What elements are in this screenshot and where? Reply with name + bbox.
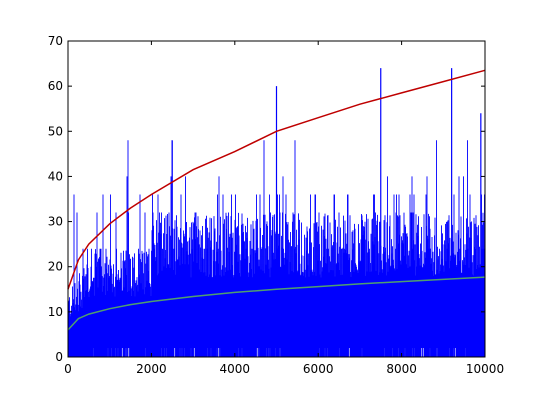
y-tick-label: 70: [48, 34, 63, 48]
y-tick-label: 40: [48, 169, 63, 183]
x-tick-label: 4000: [220, 362, 251, 376]
x-tick-label: 8000: [386, 362, 417, 376]
y-tick-label: 60: [48, 79, 63, 93]
x-tick-label: 0: [64, 362, 72, 376]
curve-series-1: [67, 69, 486, 290]
y-tick-label: 30: [48, 215, 63, 229]
y-tick-label: 0: [55, 350, 63, 364]
x-tick-label: 10000: [466, 362, 504, 376]
x-tick-label: 2000: [136, 362, 167, 376]
curve-series-2: [67, 276, 486, 331]
y-tick-label: 10: [48, 305, 63, 319]
y-tick-label: 20: [48, 260, 63, 274]
x-tick-label: 6000: [303, 362, 334, 376]
axis-ticks: 0 2000 4000 6000 8000 10000 0 10 20 30 40 50 60 70: [48, 34, 504, 376]
plot-area: [67, 68, 486, 357]
axes-frame: [67, 40, 486, 358]
y-tick-label: 50: [48, 124, 63, 138]
